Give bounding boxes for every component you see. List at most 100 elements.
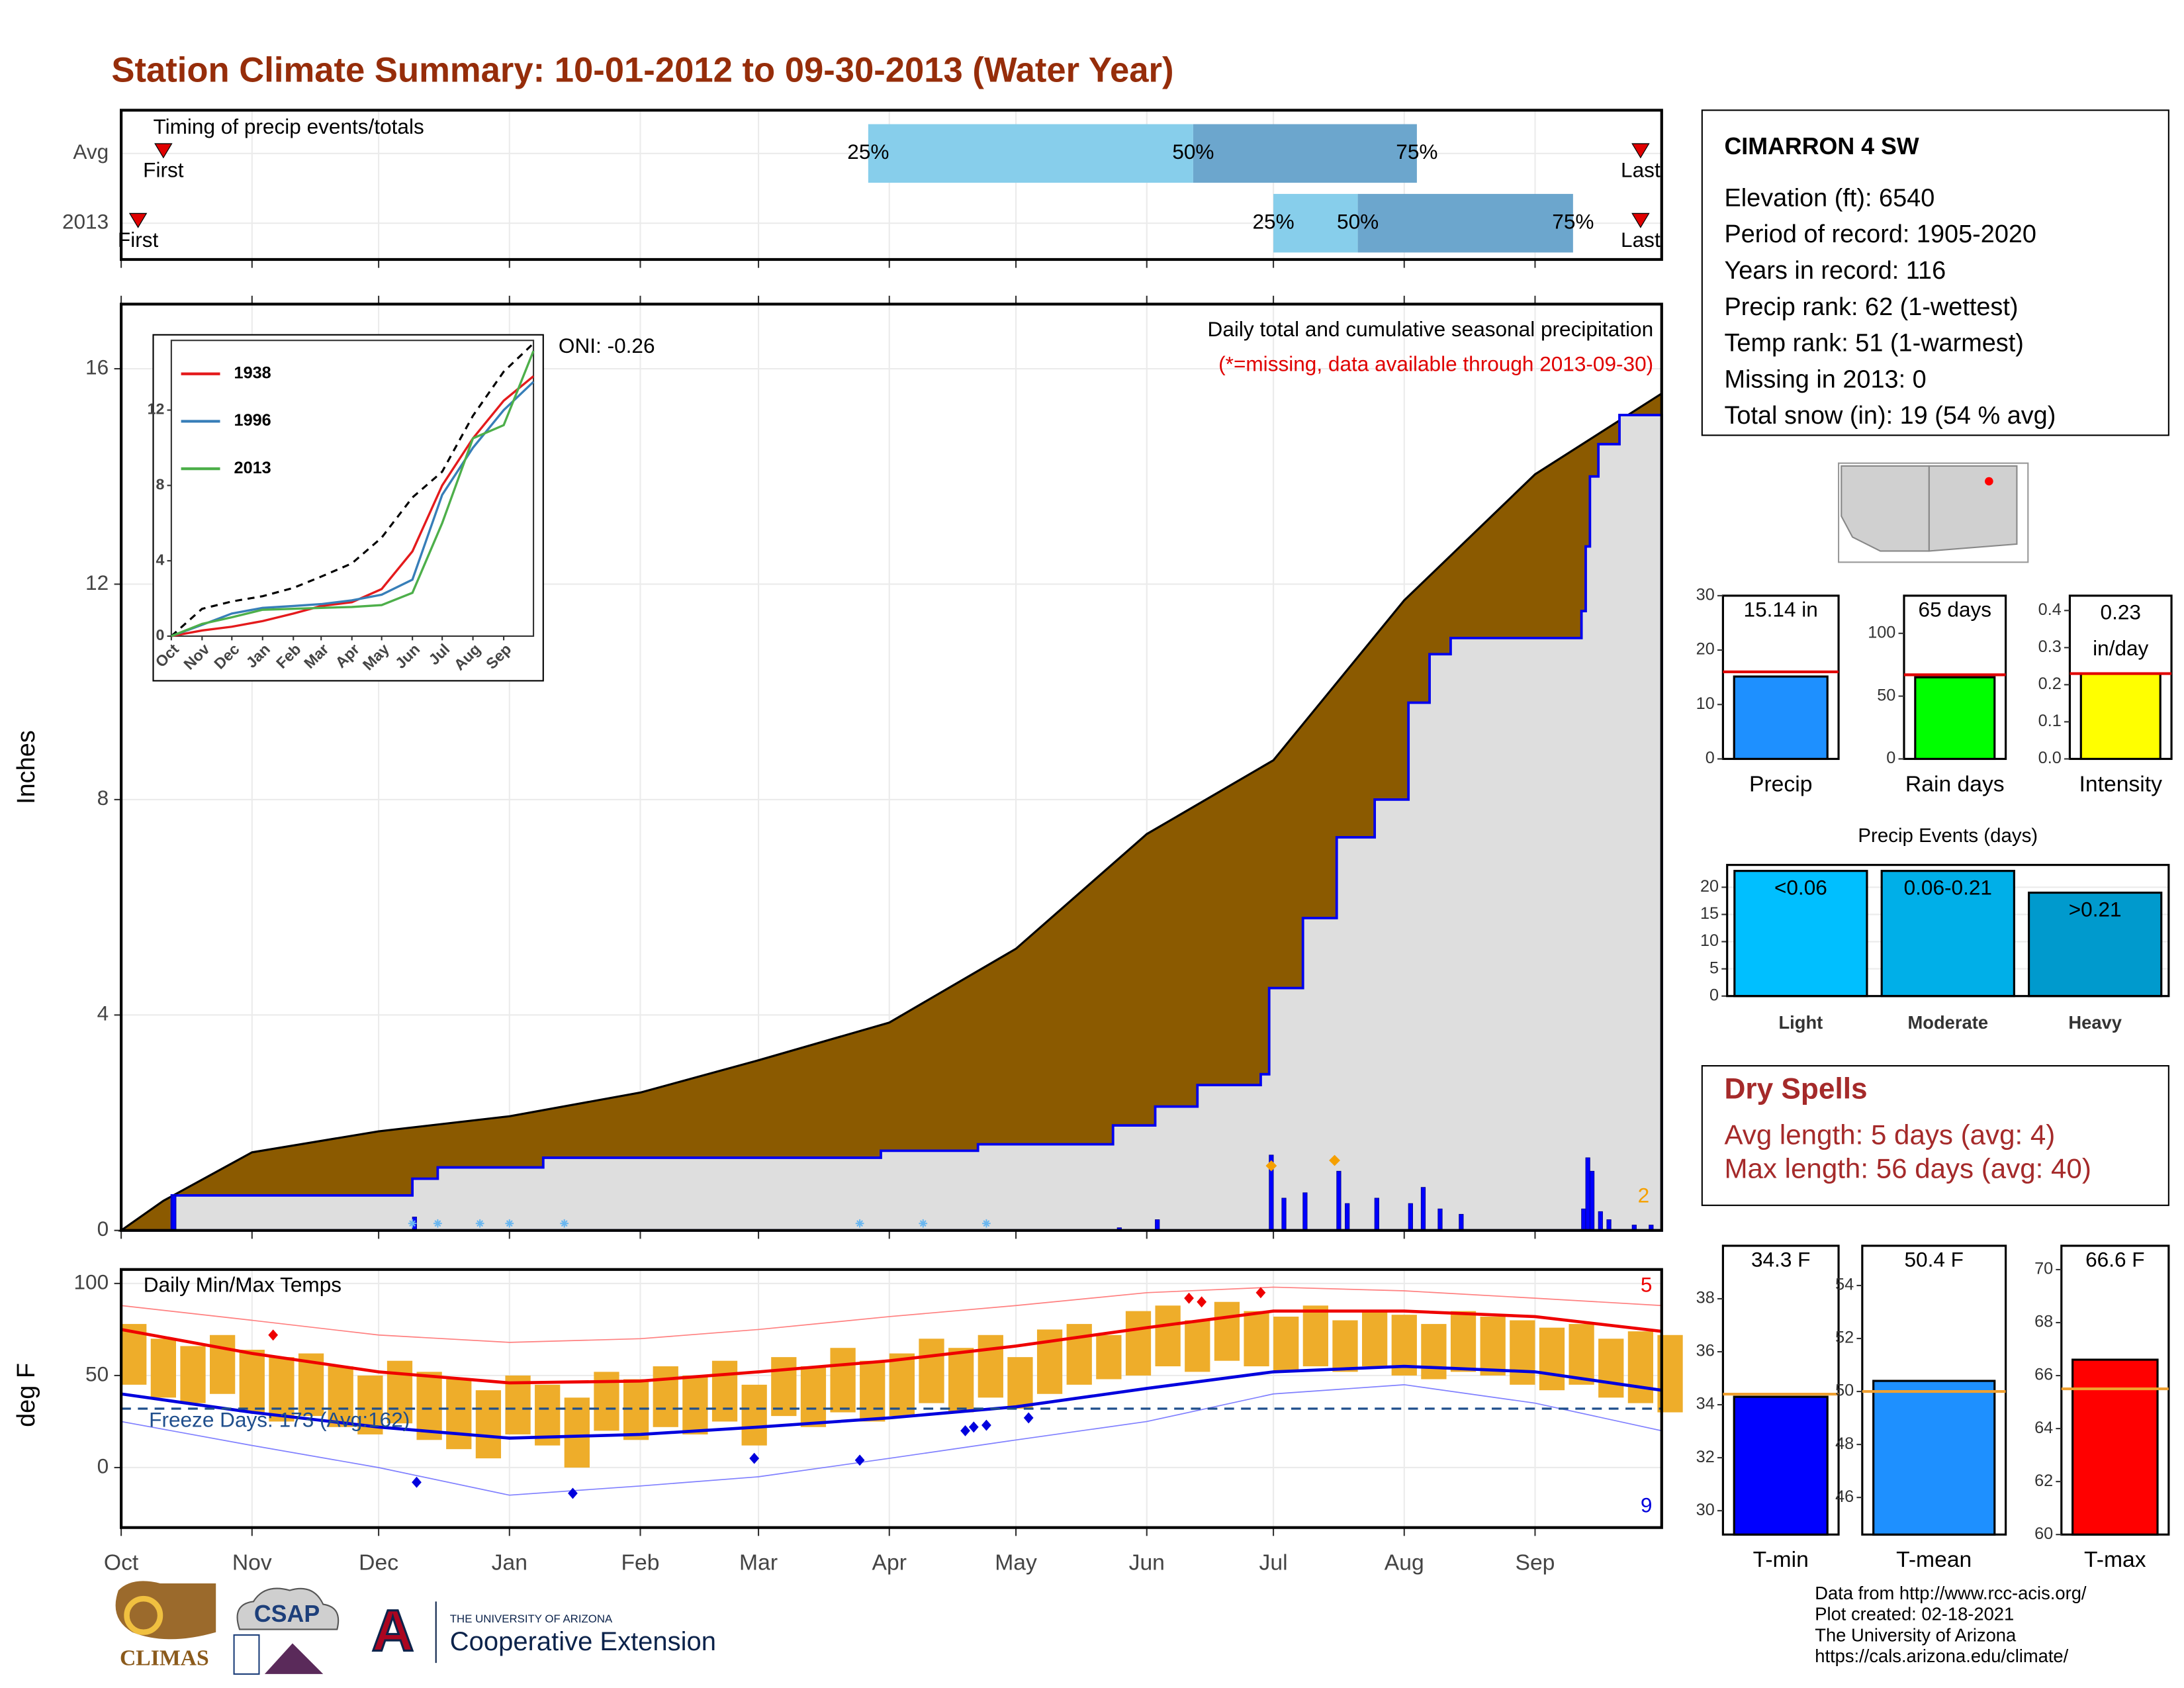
category-label: T-min <box>1753 1548 1809 1572</box>
daily-temp-range <box>682 1375 708 1434</box>
y-tick-label: 8 <box>156 475 164 492</box>
ua-letter: A <box>372 1597 414 1663</box>
daily-precip-bar <box>1345 1203 1350 1231</box>
daily-temp-range <box>1302 1305 1328 1367</box>
x-tick-label: Oct <box>104 1550 139 1575</box>
daily-precip-bar <box>1302 1192 1308 1231</box>
daily-precip-bar <box>1281 1197 1287 1231</box>
daily-temp-range <box>889 1353 915 1417</box>
daily-temp-range <box>1273 1316 1299 1372</box>
marker-label: First <box>143 158 184 182</box>
x-tick-label: Apr <box>872 1550 907 1575</box>
series-line <box>171 381 535 637</box>
y-tick-label: 20 <box>1700 877 1719 896</box>
value-label: 50.4 F <box>1904 1247 1963 1271</box>
y-tick-label: 46 <box>1835 1487 1854 1506</box>
summary-bar <box>1872 1380 1996 1536</box>
panel-title: Daily Min/Max Temps <box>144 1272 341 1296</box>
category-label: Light <box>1778 1012 1823 1033</box>
station-dot <box>1985 477 1993 486</box>
event-marker <box>1631 143 1650 159</box>
y-tick-label: 60 <box>2034 1524 2053 1543</box>
summary-bar <box>1914 676 1996 761</box>
y-tick-label: 0.0 <box>2038 749 2062 767</box>
event-bar <box>1733 870 1868 998</box>
y-axis-title: deg F <box>13 1363 40 1427</box>
panel-title: Timing of precip events/totals <box>154 115 424 138</box>
panel-frame <box>119 303 1663 1232</box>
summary-bar <box>1733 675 1829 761</box>
avg-min-line <box>120 1364 1662 1440</box>
rec-low-line <box>120 1384 1662 1496</box>
marker-label: Last <box>1621 228 1661 252</box>
event-marker <box>128 212 148 228</box>
daily-temp-range <box>210 1335 236 1394</box>
station-line: Period of record: 1905-2020 <box>1724 220 2036 248</box>
category-label: Precip <box>1749 772 1812 796</box>
daily-precip-bar <box>1589 1170 1595 1231</box>
daily-temp-range <box>1421 1324 1447 1380</box>
bin-label: 0.06-0.21 <box>1904 875 1992 899</box>
daily-temp-range <box>978 1335 1003 1398</box>
y-tick-label: 20 <box>1696 640 1715 659</box>
y-tick-label: 30 <box>1696 586 1715 604</box>
event-bar <box>2028 891 2163 998</box>
y-tick-label: 38 <box>1696 1289 1715 1307</box>
daily-temp-range <box>1244 1311 1269 1367</box>
daily-temp-range <box>771 1357 797 1417</box>
y-tick-label: 30 <box>1696 1501 1715 1519</box>
daily-precip-bar <box>1408 1203 1413 1231</box>
value-label: 65 days <box>1919 597 1992 621</box>
quartile-bar <box>1273 193 1358 253</box>
value-label: 15.14 in <box>1744 597 1818 621</box>
y-tick-label: 12 <box>148 400 165 418</box>
y-tick-label: 0.1 <box>2038 712 2062 730</box>
record-marker <box>1197 1296 1207 1308</box>
y-tick-label: 100 <box>1868 623 1895 641</box>
x-tick-label: Nov <box>232 1550 272 1575</box>
daily-precip-bar <box>171 1195 177 1231</box>
category-label: T-max <box>2084 1548 2146 1572</box>
daily-precip-bar <box>1420 1187 1426 1231</box>
rec-high-line <box>121 1286 1662 1343</box>
daily-temp-range <box>150 1338 177 1398</box>
record-marker <box>268 1329 279 1341</box>
y-axis-title: Inches <box>13 730 40 804</box>
y-tick-label: 4 <box>156 551 164 568</box>
daily-temp-range <box>1480 1316 1506 1376</box>
annotation: (*=missing, data available through 2013-… <box>1218 352 1653 375</box>
y-tick-label: Avg <box>73 140 109 164</box>
locator-map <box>1838 462 2029 563</box>
x-tick-label: Feb <box>621 1550 659 1575</box>
logos: CLIMAS CSAP A THE UNIVERSITY OF ARIZONA … <box>115 1581 716 1675</box>
daily-temp-range <box>1598 1338 1624 1398</box>
y-tick-label: 0 <box>97 1454 109 1477</box>
marker-label: Last <box>1621 158 1661 182</box>
annotation: Daily total and cumulative seasonal prec… <box>1208 317 1654 341</box>
value-label: 0.23 in/day <box>2093 600 2148 661</box>
y-tick-label: 32 <box>1696 1448 1715 1466</box>
climas-text: CLIMAS <box>120 1646 209 1671</box>
quartile-bar <box>1357 193 1573 253</box>
panel-frame <box>119 1268 1663 1529</box>
quartile-label: 50% <box>1337 210 1379 234</box>
event-marker <box>154 143 173 159</box>
legend-label: 2013 <box>234 459 271 477</box>
y-tick-label: 0 <box>97 1217 109 1241</box>
page-title: Station Climate Summary: 10-01-2012 to 0… <box>111 50 1173 89</box>
daily-precip-bar <box>1336 1170 1342 1231</box>
climas-logo <box>115 1581 216 1640</box>
footer-line: Data from http://www.rcc-acis.org/ <box>1815 1583 2087 1603</box>
record-marker <box>749 1452 760 1464</box>
station-line: Elevation (ft): 6540 <box>1724 184 1934 212</box>
y-tick-label: 0 <box>1706 749 1715 767</box>
dry-spells-line: Avg length: 5 days (avg: 4) <box>1724 1119 2055 1150</box>
ua-box <box>362 1601 424 1664</box>
avg-line <box>170 342 535 637</box>
value-label: 66.6 F <box>2085 1247 2144 1271</box>
daily-temp-range <box>1155 1305 1181 1367</box>
snow-marker <box>505 1219 514 1228</box>
summary-bar <box>1733 1395 1829 1536</box>
dry-spells-title: Dry Spells <box>1724 1073 1867 1105</box>
